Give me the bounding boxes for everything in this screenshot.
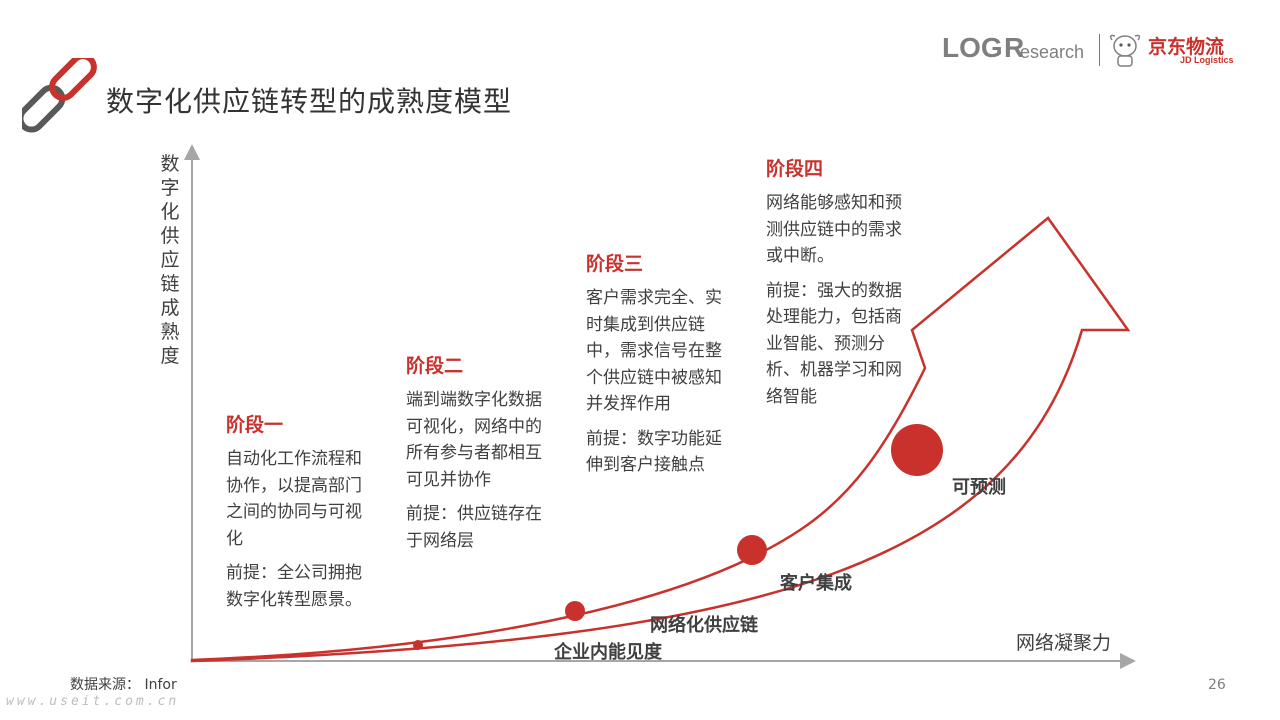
stage-4-title: 阶段四 <box>766 158 824 180</box>
stage-1-desc: 自动化工作流程和协作，以提高部门之间的协同与可视化 <box>226 449 362 549</box>
stage-3: 阶段三 客户需求完全、实时集成到供应链中，需求信号在整个供应链中被感知并发挥作用… <box>586 251 726 479</box>
stage-2: 阶段二 端到端数字化数据可视化，网络中的所有参与者都相互可见并协作 前提：供应链… <box>406 353 546 554</box>
point-label-2: 网络化供应链 <box>650 615 758 636</box>
stage-2-desc: 端到端数字化数据可视化，网络中的所有参与者都相互可见并协作 <box>406 390 542 490</box>
point-label-4: 可预测 <box>952 477 1006 498</box>
stage-3-title: 阶段三 <box>586 253 644 275</box>
stage-dot-2 <box>565 601 585 621</box>
logr-logo-r: R <box>1004 32 1025 63</box>
stage-3-desc: 客户需求完全、实时集成到供应链中，需求信号在整个供应链中被感知并发挥作用 <box>586 288 722 414</box>
y-axis-label: 数字化供应链成熟度 <box>160 153 180 367</box>
jd-logistics-cn: 京东物流 <box>1148 36 1225 58</box>
stage-4: 阶段四 网络能够感知和预测供应链中的需求或中断。 前提：强大的数据处理能力，包括… <box>766 156 906 410</box>
point-label-3: 客户集成 <box>780 573 852 594</box>
stage-4-premise: 前提：强大的数据处理能力，包括商业智能、预测分析、机器学习和网络智能 <box>766 280 902 407</box>
stage-1: 阶段一 自动化工作流程和协作，以提高部门之间的协同与可视化 前提：全公司拥抱数字… <box>226 412 366 613</box>
logo-divider <box>1099 34 1100 66</box>
logr-logo-text: LOG <box>942 32 1003 63</box>
jd-logistics-en: JD Logistics <box>1180 55 1234 65</box>
watermark: www.useit.com.cn <box>6 694 180 709</box>
growth-arrow <box>190 216 1131 663</box>
page-title: 数字化供应链转型的成熟度模型 <box>106 85 513 118</box>
stage-4-desc: 网络能够感知和预测供应链中的需求或中断。 <box>766 193 902 266</box>
stage-2-premise: 前提：供应链存在于网络层 <box>406 504 542 551</box>
logr-logo-research: esearch <box>1020 42 1085 62</box>
chain-link-icon <box>22 58 97 133</box>
stage-3-premise: 前提：数字功能延伸到客户接触点 <box>586 428 722 476</box>
page-number: 26 <box>1208 677 1226 693</box>
x-axis-label: 网络凝聚力 <box>1016 632 1112 654</box>
stage-1-title: 阶段一 <box>226 414 284 436</box>
jd-dog-mascot-icon <box>1109 34 1141 67</box>
stage-dot-4 <box>891 424 943 476</box>
stage-dot-3 <box>737 535 767 565</box>
data-source: 数据来源： Infor <box>70 677 177 693</box>
point-label-1: 企业内能见度 <box>554 642 662 663</box>
stage-dot-1 <box>413 640 423 650</box>
stage-2-title: 阶段二 <box>406 355 464 377</box>
stage-1-premise: 前提：全公司拥抱数字化转型愿景。 <box>226 563 362 610</box>
logo-area: LOG R esearch 京东物流 JD Logistics <box>942 30 1242 70</box>
